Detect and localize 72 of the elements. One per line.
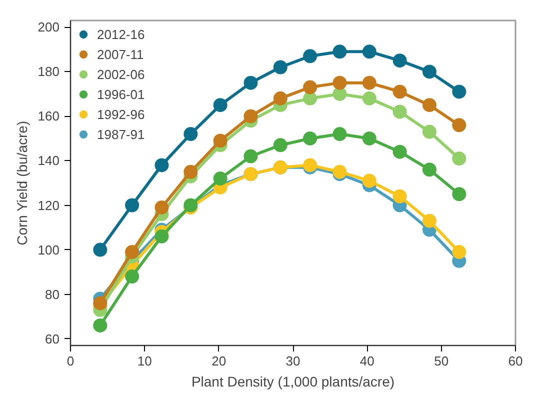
- legend-label: 1987-91: [97, 126, 145, 142]
- point: [93, 242, 108, 257]
- x-tick-label: 60: [508, 354, 523, 368]
- point: [452, 84, 466, 99]
- point: [362, 131, 376, 146]
- point: [332, 44, 347, 59]
- x-tick-label: 30: [286, 354, 300, 368]
- point: [303, 91, 318, 106]
- point: [332, 76, 347, 90]
- point: [244, 149, 258, 164]
- point: [422, 124, 436, 139]
- point: [184, 198, 198, 212]
- point: [273, 91, 288, 106]
- point: [392, 84, 407, 99]
- point: [422, 162, 436, 177]
- point: [303, 49, 318, 64]
- y-tick-label: 200: [38, 20, 60, 35]
- x-tick-label: 50: [434, 354, 449, 368]
- y-tick-label: 60: [45, 331, 60, 346]
- point: [332, 127, 347, 142]
- legend-label: 2007-11: [97, 46, 144, 62]
- point: [154, 229, 169, 244]
- y-tick-label: 120: [38, 198, 60, 213]
- y-tick-label: 160: [38, 108, 60, 124]
- y-tick-label: 140: [38, 153, 60, 168]
- point: [332, 164, 347, 179]
- x-tick-label: 20: [212, 354, 226, 368]
- point: [213, 134, 228, 148]
- point: [422, 214, 436, 228]
- point: [213, 98, 228, 112]
- point: [362, 44, 376, 59]
- legend-label: 2002-06: [97, 66, 145, 82]
- legend-label: 1992-96: [97, 106, 145, 122]
- y-axis-title: Corn Yield (bu/acre): [14, 120, 30, 246]
- point: [154, 158, 169, 172]
- point: [362, 91, 376, 106]
- x-tick-label: 40: [360, 354, 374, 368]
- point: [273, 138, 288, 152]
- point: [93, 318, 108, 332]
- point: [154, 200, 169, 214]
- point: [392, 104, 407, 119]
- point: [422, 98, 436, 112]
- point: [452, 118, 466, 132]
- point: [244, 76, 258, 90]
- point: [452, 245, 466, 259]
- y-tick-label: 180: [38, 64, 60, 80]
- point: [303, 80, 318, 94]
- y-tick-label: 80: [45, 286, 60, 302]
- point: [303, 131, 318, 146]
- point: [362, 76, 376, 90]
- point: [422, 64, 436, 79]
- point: [452, 187, 466, 202]
- point: [362, 174, 376, 188]
- y-tick-label: 100: [38, 242, 60, 258]
- point: [184, 127, 198, 142]
- point: [244, 109, 258, 124]
- point: [125, 198, 140, 212]
- point: [125, 245, 140, 259]
- x-axis-title: Plant Density (1,000 plants/acre): [191, 374, 395, 390]
- legend-label: 1996-01: [97, 86, 145, 102]
- point: [332, 86, 347, 101]
- point: [213, 172, 228, 186]
- x-tick-label: 10: [137, 354, 152, 368]
- point: [273, 60, 288, 74]
- point: [392, 189, 407, 204]
- point: [392, 54, 407, 68]
- legend-label: 2012-16: [97, 26, 145, 42]
- x-tick-label: 0: [66, 354, 74, 368]
- point: [125, 270, 140, 284]
- point: [184, 164, 198, 179]
- point: [392, 144, 407, 159]
- point: [452, 152, 466, 166]
